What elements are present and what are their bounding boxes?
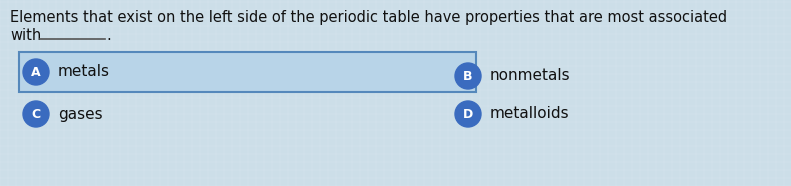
FancyBboxPatch shape (19, 52, 476, 92)
Text: A: A (31, 65, 41, 78)
Text: B: B (464, 70, 473, 83)
Text: .: . (106, 28, 111, 43)
Text: metals: metals (58, 65, 110, 79)
Text: D: D (463, 108, 473, 121)
Circle shape (23, 59, 49, 85)
Text: metalloids: metalloids (490, 107, 570, 121)
Text: Elements that exist on the left side of the periodic table have properties that : Elements that exist on the left side of … (10, 10, 727, 25)
Text: C: C (32, 108, 40, 121)
Text: gases: gases (58, 107, 103, 121)
Text: with: with (10, 28, 41, 43)
Text: nonmetals: nonmetals (490, 68, 570, 84)
Circle shape (455, 101, 481, 127)
Circle shape (23, 101, 49, 127)
Circle shape (455, 63, 481, 89)
